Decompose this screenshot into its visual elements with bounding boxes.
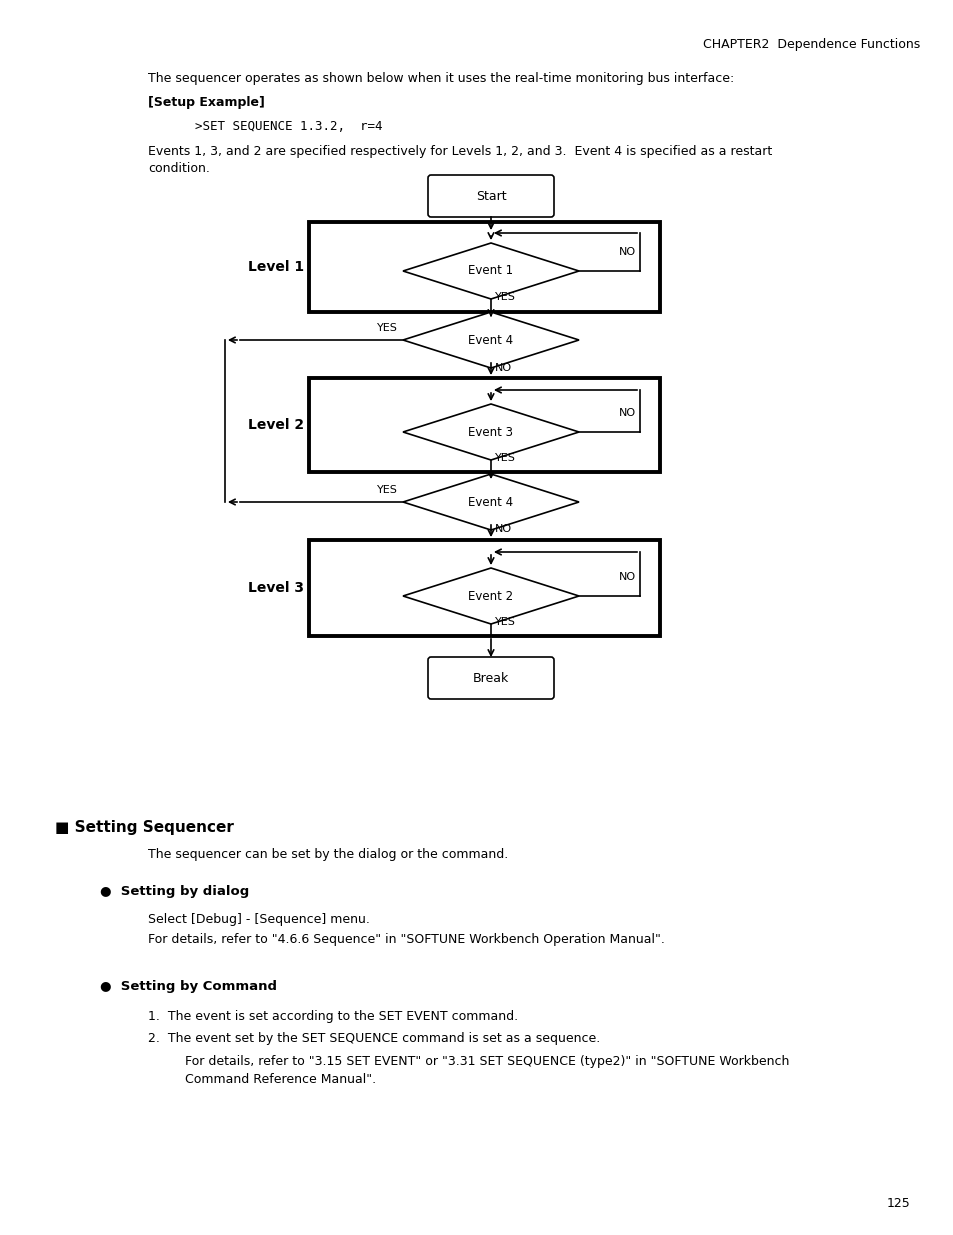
Text: >SET SEQUENCE 1.3.2,  r=4: >SET SEQUENCE 1.3.2, r=4	[194, 120, 382, 133]
Text: For details, refer to "4.6.6 Sequence" in "SOFTUNE Workbench Operation Manual".: For details, refer to "4.6.6 Sequence" i…	[148, 932, 664, 946]
Polygon shape	[402, 404, 578, 459]
FancyBboxPatch shape	[428, 657, 554, 699]
Text: YES: YES	[495, 453, 516, 463]
Text: Event 1: Event 1	[468, 264, 513, 278]
Polygon shape	[402, 474, 578, 530]
Text: 2.  The event set by the SET SEQUENCE command is set as a sequence.: 2. The event set by the SET SEQUENCE com…	[148, 1032, 599, 1045]
Text: The sequencer can be set by the dialog or the command.: The sequencer can be set by the dialog o…	[148, 848, 508, 861]
Text: [Setup Example]: [Setup Example]	[148, 96, 265, 109]
Text: Event 3: Event 3	[468, 426, 513, 438]
Polygon shape	[402, 312, 578, 368]
Polygon shape	[402, 568, 578, 624]
Text: ■ Setting Sequencer: ■ Setting Sequencer	[55, 820, 233, 835]
Bar	[309, 222, 659, 312]
Text: Events 1, 3, and 2 are specified respectively for Levels 1, 2, and 3.  Event 4 i: Events 1, 3, and 2 are specified respect…	[148, 144, 771, 158]
Text: Level 2: Level 2	[248, 417, 304, 432]
Text: Event 4: Event 4	[468, 333, 513, 347]
Text: Select [Debug] - [Sequence] menu.: Select [Debug] - [Sequence] menu.	[148, 913, 370, 926]
Polygon shape	[402, 243, 578, 299]
Text: ●  Setting by Command: ● Setting by Command	[100, 981, 276, 993]
Bar	[309, 378, 659, 472]
Text: YES: YES	[376, 324, 397, 333]
Text: ●  Setting by dialog: ● Setting by dialog	[100, 885, 249, 898]
Text: YES: YES	[495, 291, 516, 303]
Text: 1.  The event is set according to the SET EVENT command.: 1. The event is set according to the SET…	[148, 1010, 517, 1023]
Text: condition.: condition.	[148, 162, 210, 175]
FancyBboxPatch shape	[428, 175, 554, 217]
Text: NO: NO	[618, 572, 636, 582]
Text: Event 4: Event 4	[468, 495, 513, 509]
Text: CHAPTER2  Dependence Functions: CHAPTER2 Dependence Functions	[702, 38, 919, 51]
Text: Start: Start	[476, 189, 506, 203]
Text: The sequencer operates as shown below when it uses the real-time monitoring bus : The sequencer operates as shown below wh…	[148, 72, 734, 85]
Text: Level 3: Level 3	[248, 580, 304, 595]
Text: Command Reference Manual".: Command Reference Manual".	[185, 1073, 375, 1086]
Text: Event 2: Event 2	[468, 589, 513, 603]
Bar	[309, 540, 659, 636]
Text: NO: NO	[618, 408, 636, 417]
Text: NO: NO	[495, 524, 512, 534]
Text: NO: NO	[495, 363, 512, 373]
Text: YES: YES	[376, 485, 397, 495]
Text: YES: YES	[495, 618, 516, 627]
Text: Break: Break	[473, 672, 509, 684]
Text: 125: 125	[885, 1197, 909, 1210]
Text: Level 1: Level 1	[248, 261, 304, 274]
Text: For details, refer to "3.15 SET EVENT" or "3.31 SET SEQUENCE (type2)" in "SOFTUN: For details, refer to "3.15 SET EVENT" o…	[185, 1055, 788, 1068]
Text: NO: NO	[618, 247, 636, 257]
